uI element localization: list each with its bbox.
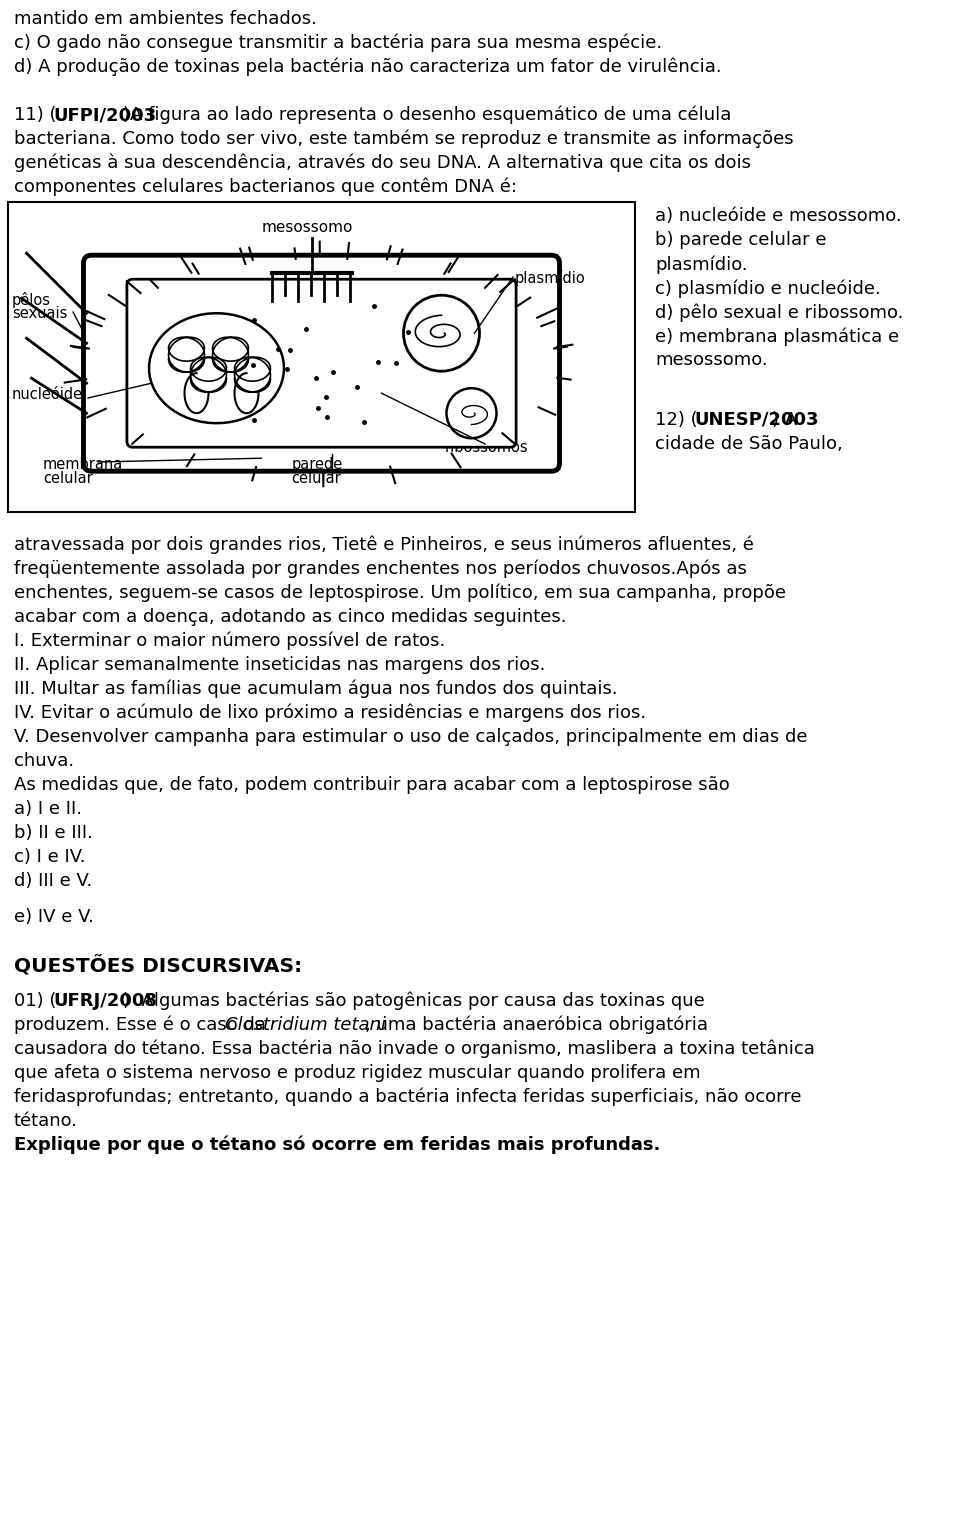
Text: )A figura ao lado representa o desenho esquemático de uma célula: )A figura ao lado representa o desenho e…: [123, 107, 732, 125]
Text: genéticas à sua descendência, através do seu DNA. A alternativa que cita os dois: genéticas à sua descendência, através do…: [14, 154, 751, 172]
Text: celular: celular: [292, 470, 341, 486]
Text: freqüentemente assolada por grandes enchentes nos períodos chuvosos.Após as: freqüentemente assolada por grandes ench…: [14, 560, 747, 578]
Text: chuva.: chuva.: [14, 752, 74, 770]
Text: III. Multar as famílias que acumulam água nos fundos dos quintais.: III. Multar as famílias que acumulam águ…: [14, 680, 617, 699]
Text: enchentes, seguem-se casos de leptospirose. Um político, em sua campanha, propõe: enchentes, seguem-se casos de leptospiro…: [14, 584, 786, 603]
Text: pêlos: pêlos: [12, 292, 51, 307]
Text: bacteriana. Como todo ser vivo, este também se reproduz e transmite as informaçõ: bacteriana. Como todo ser vivo, este tam…: [14, 129, 794, 149]
Text: mesossomo: mesossomo: [261, 221, 353, 234]
Text: nucleóide: nucleóide: [12, 387, 84, 402]
Text: ribossomos: ribossomos: [445, 440, 529, 455]
Text: e) membrana plasmática e: e) membrana plasmática e: [655, 327, 900, 345]
Text: 01) (: 01) (: [14, 992, 57, 1011]
Text: II. Aplicar semanalmente inseticidas nas margens dos rios.: II. Aplicar semanalmente inseticidas nas…: [14, 656, 545, 674]
Bar: [8, 202, 635, 511]
Polygon shape: [161, 330, 272, 406]
Text: acabar com a doença, adotando as cinco medidas seguintes.: acabar com a doença, adotando as cinco m…: [14, 607, 566, 626]
Text: sexuais: sexuais: [12, 306, 67, 321]
Text: UFRJ/2008: UFRJ/2008: [53, 992, 157, 1011]
Text: causadora do tétano. Essa bactéria não invade o organismo, maslibera a toxina te: causadora do tétano. Essa bactéria não i…: [14, 1040, 815, 1058]
Text: componentes celulares bacterianos que contêm DNA é:: componentes celulares bacterianos que co…: [14, 178, 517, 196]
Text: UFPI/2003: UFPI/2003: [53, 107, 156, 123]
Text: d) III e V.: d) III e V.: [14, 872, 92, 890]
Text: atravessada por dois grandes rios, Tietê e Pinheiros, e seus inúmeros afluentes,: atravessada por dois grandes rios, Tietê…: [14, 536, 754, 554]
Text: 11) (: 11) (: [14, 107, 57, 123]
Text: a) nucleóide e mesossomo.: a) nucleóide e mesossomo.: [655, 207, 901, 225]
Text: plasmídio.: plasmídio.: [655, 256, 748, 274]
Text: Explique por que o tétano só ocorre em feridas mais profundas.: Explique por que o tétano só ocorre em f…: [14, 1135, 660, 1155]
Text: 12) (: 12) (: [655, 411, 698, 429]
Text: c) O gado não consegue transmitir a bactéria para sua mesma espécie.: c) O gado não consegue transmitir a bact…: [14, 33, 662, 52]
Text: UNESP/2003: UNESP/2003: [694, 411, 819, 429]
Text: IV. Evitar o acúmulo de lixo próximo a residências e margens dos rios.: IV. Evitar o acúmulo de lixo próximo a r…: [14, 705, 646, 723]
Text: produzem. Esse é o caso da: produzem. Esse é o caso da: [14, 1017, 272, 1035]
Text: tétano.: tétano.: [14, 1113, 78, 1129]
Text: cidade de São Paulo,: cidade de São Paulo,: [655, 435, 843, 454]
Text: e) IV e V.: e) IV e V.: [14, 909, 94, 925]
Text: ) A: ) A: [772, 411, 797, 429]
Text: plasmídio: plasmídio: [515, 269, 586, 286]
Text: mesossomo.: mesossomo.: [655, 352, 768, 368]
FancyBboxPatch shape: [84, 256, 560, 472]
FancyBboxPatch shape: [127, 279, 516, 447]
Circle shape: [446, 388, 496, 438]
Text: a) I e II.: a) I e II.: [14, 801, 82, 817]
Text: membrana: membrana: [43, 457, 123, 472]
Text: mantido em ambientes fechados.: mantido em ambientes fechados.: [14, 11, 317, 27]
Text: V. Desenvolver campanha para estimular o uso de calçados, principalmente em dias: V. Desenvolver campanha para estimular o…: [14, 728, 807, 746]
Text: Clostridium tetani: Clostridium tetani: [225, 1017, 386, 1033]
Text: celular: celular: [43, 470, 93, 486]
Text: I. Exterminar o maior número possível de ratos.: I. Exterminar o maior número possível de…: [14, 632, 445, 650]
Text: , uma bactéria anaeróbica obrigatória: , uma bactéria anaeróbica obrigatória: [365, 1017, 708, 1035]
Polygon shape: [149, 314, 284, 423]
Circle shape: [403, 295, 479, 371]
Text: c) I e IV.: c) I e IV.: [14, 848, 85, 866]
Text: b) parede celular e: b) parede celular e: [655, 231, 827, 250]
Text: )  Algumas bactérias são patogênicas por causa das toxinas que: ) Algumas bactérias são patogênicas por …: [123, 992, 705, 1011]
Text: b) II e III.: b) II e III.: [14, 823, 93, 842]
Text: d) pêlo sexual e ribossomo.: d) pêlo sexual e ribossomo.: [655, 303, 903, 321]
Text: parede: parede: [292, 457, 343, 472]
Text: d) A produção de toxinas pela bactéria não caracteriza um fator de virulência.: d) A produção de toxinas pela bactéria n…: [14, 58, 722, 76]
Text: que afeta o sistema nervoso e produz rigidez muscular quando prolifera em: que afeta o sistema nervoso e produz rig…: [14, 1064, 701, 1082]
Text: c) plasmídio e nucleóide.: c) plasmídio e nucleóide.: [655, 279, 880, 297]
Text: QUESTÕES DISCURSIVAS:: QUESTÕES DISCURSIVAS:: [14, 956, 302, 977]
Text: As medidas que, de fato, podem contribuir para acabar com a leptospirose são: As medidas que, de fato, podem contribui…: [14, 776, 730, 794]
Text: feridasprofundas; entretanto, quando a bactéria infecta feridas superficiais, nã: feridasprofundas; entretanto, quando a b…: [14, 1088, 802, 1106]
